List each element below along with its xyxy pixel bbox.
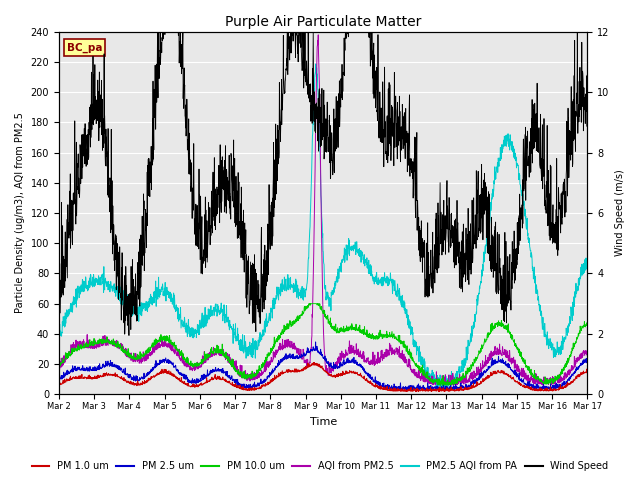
X-axis label: Time: Time: [310, 417, 337, 427]
Y-axis label: Particle Density (ug/m3), AQI from PM2.5: Particle Density (ug/m3), AQI from PM2.5: [15, 112, 25, 313]
Y-axis label: Wind Speed (m/s): Wind Speed (m/s): [615, 169, 625, 256]
Title: Purple Air Particulate Matter: Purple Air Particulate Matter: [225, 15, 421, 29]
Text: BC_pa: BC_pa: [67, 42, 102, 53]
Legend: PM 1.0 um, PM 2.5 um, PM 10.0 um, AQI from PM2.5, PM2.5 AQI from PA, Wind Speed: PM 1.0 um, PM 2.5 um, PM 10.0 um, AQI fr…: [28, 457, 612, 475]
